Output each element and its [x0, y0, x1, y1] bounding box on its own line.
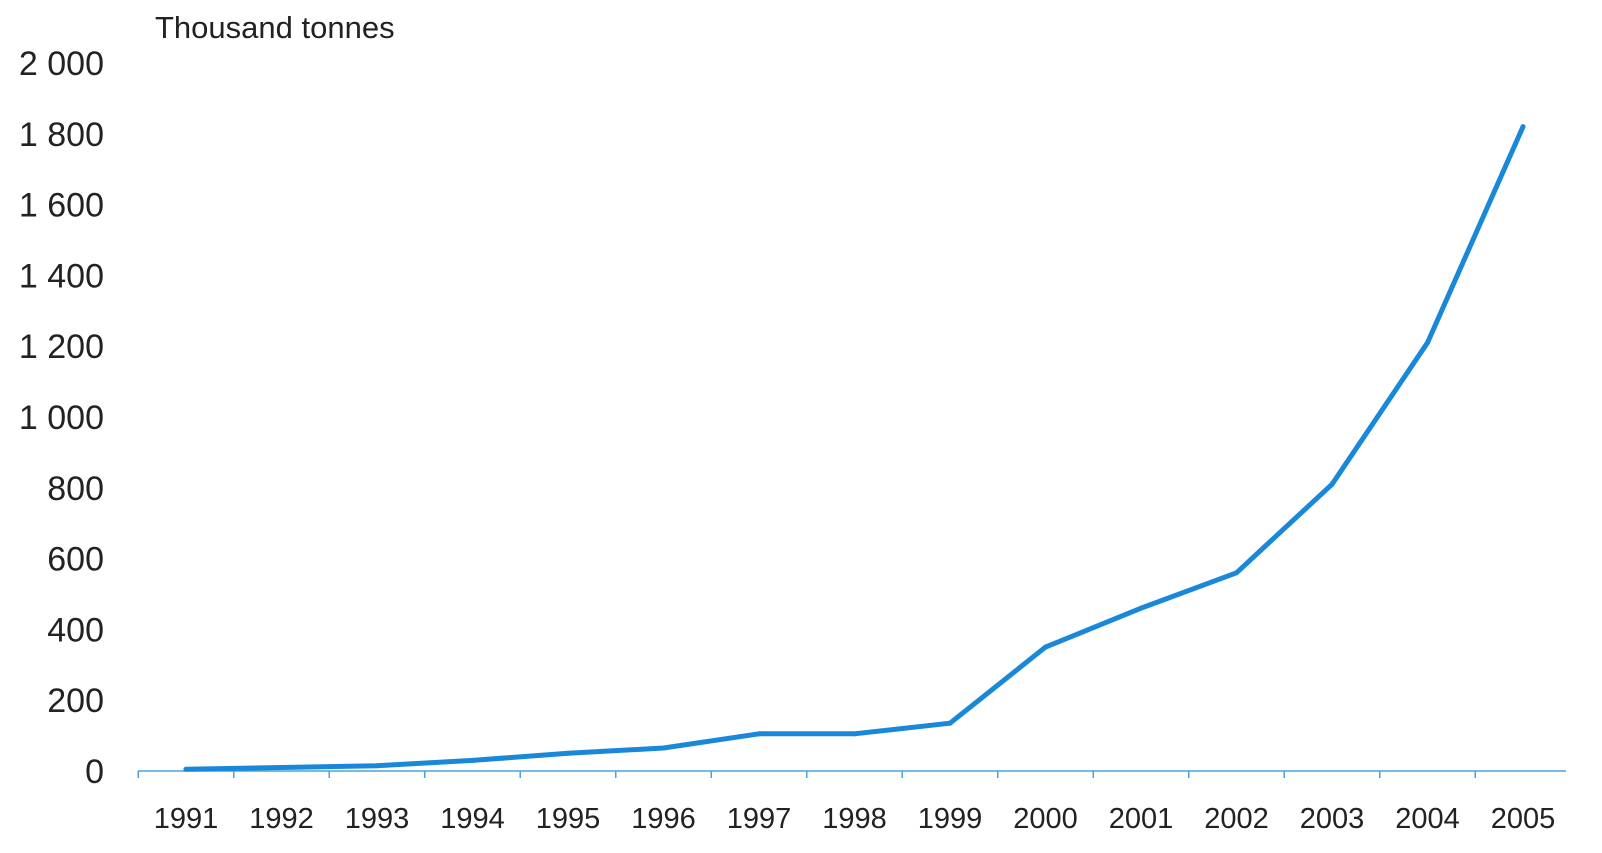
- data-point: [470, 757, 475, 763]
- x-tick-label: 1996: [631, 803, 696, 835]
- data-point: [1329, 481, 1335, 487]
- data-point: [374, 763, 380, 769]
- x-tick-label: 2000: [1013, 803, 1078, 835]
- data-point: [1234, 570, 1239, 576]
- data-point: [183, 766, 189, 772]
- data-point: [1138, 605, 1144, 611]
- y-tick-label: 1 800: [19, 116, 104, 154]
- y-tick-label: 0: [85, 753, 104, 791]
- y-tick-label: 2 000: [19, 45, 104, 83]
- x-tick-label: 2003: [1300, 803, 1365, 835]
- y-axis-title: Thousand tonnes: [155, 10, 395, 45]
- x-tick-label: 1992: [249, 803, 314, 835]
- x-tick-label: 1994: [440, 803, 505, 835]
- data-point: [1520, 124, 1526, 130]
- x-axis: [137, 770, 1566, 778]
- series-line: [183, 124, 1526, 772]
- x-tick-label: 2004: [1395, 803, 1460, 835]
- y-tick-labels: 0 200 400 600 800 1 000 1 200 1 400 1 600 1 800 2 …: [19, 45, 104, 791]
- x-tick-label: 1998: [822, 803, 887, 835]
- x-tick-labels: 1991 1992 1993 1994 1995 1996 1997 1998 1999 2000…: [154, 803, 1556, 835]
- data-point: [279, 764, 284, 770]
- y-tick-label: 1 600: [19, 187, 104, 225]
- data-point: [947, 720, 953, 726]
- y-tick-label: 400: [47, 611, 104, 649]
- plot-series: [183, 124, 1526, 772]
- y-tick-label: 200: [47, 682, 104, 720]
- x-tick-label: 1991: [154, 803, 219, 835]
- x-tick-label: 2005: [1491, 803, 1556, 835]
- data-point: [661, 745, 666, 751]
- x-tick-label: 2002: [1204, 803, 1269, 835]
- y-tick-label: 1 200: [19, 328, 104, 366]
- data-point: [1425, 340, 1430, 346]
- x-tick-label: 1993: [345, 803, 410, 835]
- data-point: [852, 731, 857, 737]
- y-tick-label: 800: [47, 470, 104, 508]
- data-point: [1043, 644, 1048, 650]
- x-tick-label: 1995: [536, 803, 601, 835]
- data-point: [756, 731, 762, 737]
- y-tick-label: 600: [47, 541, 104, 579]
- x-tick-label: 2001: [1109, 803, 1174, 835]
- x-tick-label: 1999: [918, 803, 983, 835]
- data-point: [565, 750, 571, 756]
- y-tick-label: 1 400: [19, 257, 104, 295]
- x-tick-label: 1997: [727, 803, 792, 835]
- y-tick-label: 1 000: [19, 399, 104, 437]
